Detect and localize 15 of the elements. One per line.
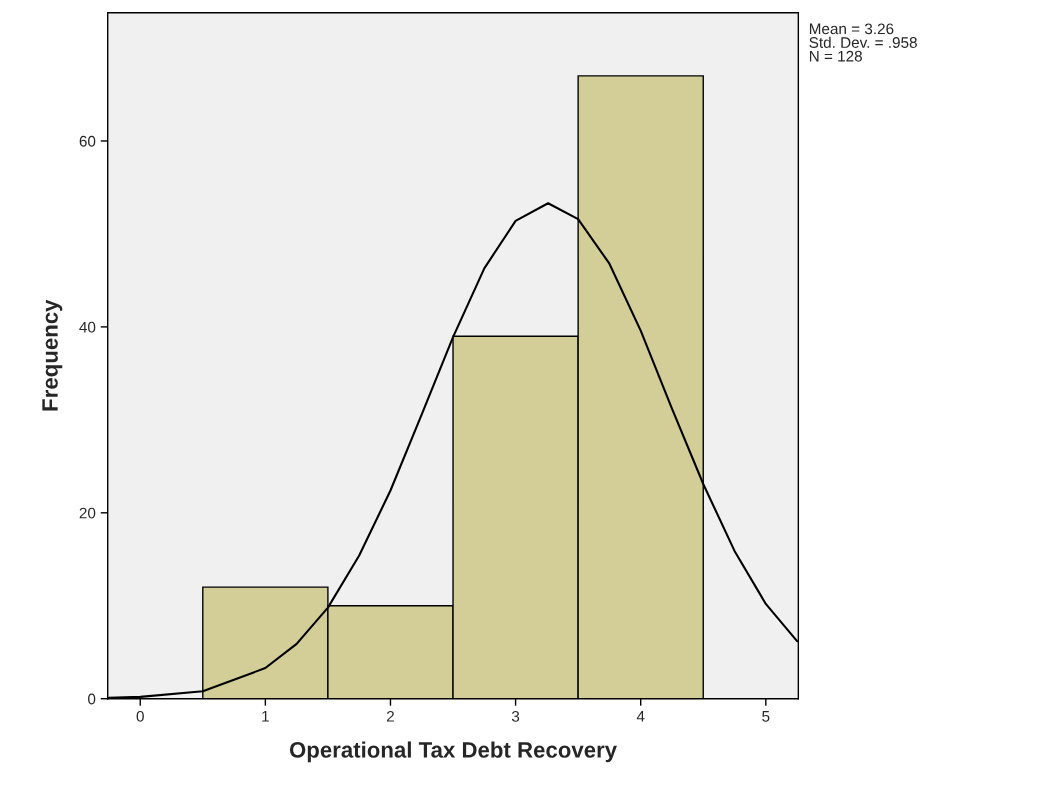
- text: Std. Dev. = .958: [809, 36, 917, 48]
- x-tick-label: 2: [386, 710, 394, 722]
- x-tick-label: 4: [636, 711, 645, 722]
- text: N = 128: [809, 50, 862, 62]
- y-tick-label: 0: [88, 693, 96, 705]
- x-tick-label: 5: [762, 711, 770, 722]
- x-axis-title: Operational Tax Debt Recovery: [289, 741, 617, 763]
- y-tick-label: 60: [79, 135, 96, 147]
- x-tick-label: 0: [136, 710, 144, 722]
- text: Mean = 3.26: [809, 23, 894, 35]
- x-tick-label: 3: [511, 710, 520, 722]
- x-tick-label: 1: [262, 711, 269, 722]
- y-tick-label: 20: [79, 507, 96, 519]
- y-axis-title: Frequency: [42, 299, 63, 411]
- y-tick-label: 40: [79, 321, 96, 333]
